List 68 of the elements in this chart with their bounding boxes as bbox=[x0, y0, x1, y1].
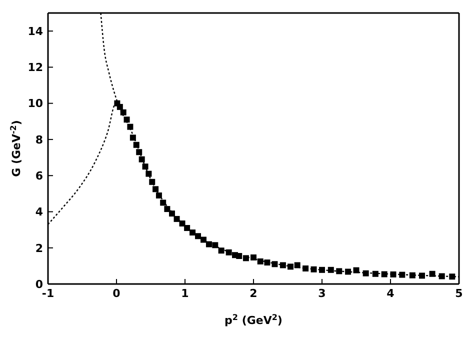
point bbox=[250, 254, 256, 260]
y-tick-label: 0 bbox=[35, 278, 44, 291]
point bbox=[353, 267, 360, 274]
y-tick-label: 6 bbox=[35, 170, 44, 183]
point bbox=[195, 233, 202, 240]
point bbox=[146, 170, 152, 177]
point bbox=[168, 210, 175, 217]
y-tick-label: 12 bbox=[28, 61, 43, 74]
point bbox=[130, 134, 136, 141]
point bbox=[226, 249, 232, 256]
point bbox=[174, 216, 180, 222]
point bbox=[409, 272, 416, 278]
point bbox=[272, 261, 278, 268]
point bbox=[206, 241, 212, 248]
point bbox=[236, 252, 242, 259]
x-tick-label: 4 bbox=[386, 286, 395, 300]
point bbox=[138, 156, 145, 162]
point bbox=[345, 268, 352, 275]
point bbox=[381, 271, 388, 278]
point bbox=[149, 178, 156, 185]
point bbox=[372, 270, 378, 277]
point bbox=[142, 164, 148, 170]
point bbox=[438, 273, 445, 280]
point bbox=[190, 230, 196, 236]
point bbox=[242, 255, 249, 262]
point bbox=[264, 260, 270, 266]
y-tick-label: 10 bbox=[28, 97, 44, 110]
point bbox=[257, 258, 264, 264]
point bbox=[287, 264, 294, 270]
x-tick-label: 3 bbox=[318, 286, 326, 300]
point bbox=[294, 262, 300, 268]
y-tick-label: 2 bbox=[35, 242, 43, 255]
point bbox=[133, 142, 140, 148]
point bbox=[319, 266, 325, 273]
point bbox=[399, 272, 406, 278]
x-tick-label: 5 bbox=[455, 286, 463, 300]
point bbox=[127, 124, 134, 130]
y-tick-label: 14 bbox=[28, 24, 44, 38]
point bbox=[152, 186, 159, 192]
point bbox=[136, 149, 142, 156]
point bbox=[160, 200, 166, 206]
point bbox=[328, 266, 334, 273]
point bbox=[200, 236, 206, 243]
point bbox=[280, 262, 286, 268]
point bbox=[390, 271, 396, 278]
point bbox=[336, 268, 342, 274]
point bbox=[362, 270, 369, 276]
point bbox=[179, 220, 186, 226]
point bbox=[116, 104, 123, 110]
x-tick-label: 2 bbox=[250, 286, 258, 300]
y-tick-label: 4 bbox=[35, 206, 44, 219]
x-axis-title: p$^{2}$ (GeV$^{2}$) bbox=[224, 312, 282, 327]
point bbox=[419, 272, 426, 279]
point bbox=[429, 270, 436, 277]
point bbox=[124, 116, 130, 123]
point bbox=[212, 242, 218, 248]
point bbox=[310, 266, 317, 272]
x-tick-label: 1 bbox=[181, 286, 189, 300]
point bbox=[449, 274, 456, 280]
point bbox=[218, 248, 224, 254]
x-tick-label: -1 bbox=[42, 286, 54, 300]
point bbox=[156, 192, 162, 198]
point bbox=[302, 265, 309, 272]
point bbox=[184, 224, 190, 231]
y-tick-label: 8 bbox=[35, 133, 43, 146]
point bbox=[164, 206, 170, 212]
x-tick-label: 0 bbox=[112, 286, 121, 300]
point bbox=[120, 109, 126, 116]
